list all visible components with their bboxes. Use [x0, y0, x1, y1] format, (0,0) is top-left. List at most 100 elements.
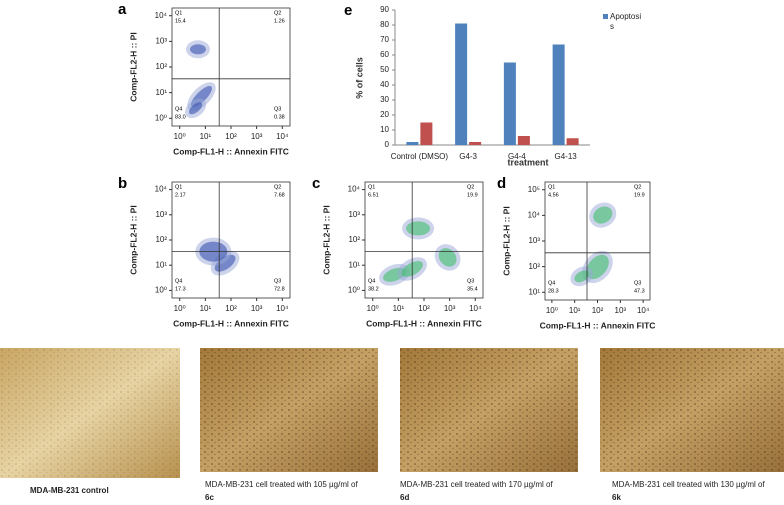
y-tick-label: 10¹: [155, 260, 167, 269]
y-tick-label: 10⁵: [528, 185, 540, 194]
bar: [566, 138, 579, 145]
x-tick-label: 10³: [251, 132, 263, 141]
y-tick-label: 10³: [528, 236, 540, 245]
y-tick-label: 20: [380, 110, 389, 119]
bar: [420, 122, 433, 145]
x-tick-label: 10⁰: [174, 132, 186, 141]
micrograph-texture: [600, 348, 784, 472]
quadrant-value: 4.56: [548, 192, 559, 198]
y-tick-label: 10³: [155, 210, 167, 219]
caption: MDA-MB-231 cell treated with 130 µg/ml o…: [612, 478, 765, 504]
x-axis-label: Comp-FL1-H :: Annexin FITC: [540, 320, 656, 330]
y-tick-label: 10³: [155, 36, 167, 45]
y-axis-label: Comp-FL2-H :: PI: [321, 205, 331, 274]
y-tick-label: 10⁰: [155, 286, 167, 295]
y-tick-label: 10²: [155, 62, 167, 71]
x-tick-label: 10¹: [200, 304, 212, 313]
quadrant-name: Q3: [634, 280, 641, 286]
quadrant-name: Q1: [175, 184, 182, 190]
x-tick-label: Control (DMSO): [391, 152, 449, 161]
x-tick-label: 10⁰: [546, 306, 558, 315]
quadrant-value: 15.4: [175, 18, 186, 24]
quadrant-value: 28.3: [548, 288, 559, 294]
caption-text: MDA-MB-231 cell treated with 105 µg/ml o…: [205, 480, 358, 489]
x-tick-label: 10³: [251, 304, 263, 313]
quadrant-name: Q2: [274, 10, 281, 16]
quadrant-value: 1.26: [274, 18, 285, 24]
x-tick-label: 10¹: [569, 306, 581, 315]
y-tick-label: 70: [380, 35, 389, 44]
y-tick-label: 50: [380, 65, 389, 74]
caption: MDA-MB-231 cell treated with 170 µg/ml o…: [400, 478, 553, 504]
quadrant-value: 6.51: [368, 192, 379, 198]
y-tick-label: 10¹: [528, 287, 540, 296]
caption-text: MDA-MB-231 cell treated with 130 µg/ml o…: [612, 480, 765, 489]
quadrant-value: 17.3: [175, 286, 186, 292]
y-axis-label: % of cells: [354, 57, 364, 99]
quadrant-value: 38.2: [368, 286, 379, 292]
caption-text: MDA-MB-231 cell treated with 170 µg/ml o…: [400, 480, 553, 489]
event-density: [593, 206, 613, 224]
y-tick-label: 90: [380, 5, 389, 14]
x-tick-label: 10⁰: [174, 304, 186, 313]
micrograph-images: [0, 348, 784, 478]
caption: MDA-MB-231 control: [30, 486, 109, 495]
micrograph-texture: [0, 348, 180, 478]
compound: 6k: [612, 493, 621, 502]
micrograph-texture: [200, 348, 378, 472]
quadrant-name: Q2: [467, 184, 474, 190]
y-tick-label: 10⁴: [155, 11, 168, 20]
x-tick-label: 10³: [615, 306, 627, 315]
quadrant-name: Q4: [175, 278, 182, 284]
micrograph-texture: [400, 348, 578, 472]
plot-frame: [171, 181, 291, 299]
y-tick-label: 80: [380, 20, 389, 29]
legend-label: Apoptosis: [610, 12, 642, 31]
y-axis-label: Comp-FL2-H :: PI: [128, 32, 138, 101]
x-axis-label: Comp-FL1-H :: Annexin FITC: [173, 318, 289, 328]
y-tick-label: 40: [380, 80, 389, 89]
x-tick-label: G4-13: [555, 152, 578, 161]
quadrant-value: 0.38: [274, 114, 285, 120]
bar: [406, 142, 419, 145]
x-tick-label: 10²: [225, 132, 237, 141]
y-axis-label: Comp-FL2-H :: PI: [501, 206, 511, 275]
quadrant-name: Q2: [634, 184, 641, 190]
x-axis-label: Comp-FL1-H :: Annexin FITC: [366, 318, 482, 328]
event-density: [438, 248, 457, 267]
quadrant-name: Q4: [368, 278, 375, 284]
compound: 6d: [400, 493, 410, 502]
bar: [552, 44, 565, 145]
y-tick-label: 10²: [348, 235, 360, 244]
y-tick-label: 10¹: [348, 260, 360, 269]
x-tick-label: 10¹: [393, 304, 405, 313]
x-axis-label: treatment: [507, 157, 548, 167]
x-tick-label: 10⁴: [469, 304, 482, 313]
quadrant-name: Q2: [274, 184, 281, 190]
panel-letter: c: [312, 175, 320, 192]
x-tick-label: G4-4: [508, 152, 526, 161]
x-tick-label: 10²: [418, 304, 430, 313]
x-tick-label: 10⁴: [276, 132, 289, 141]
caption: MDA-MB-231 cell treated with 105 µg/ml o…: [205, 478, 358, 504]
panel-letter: b: [118, 175, 127, 192]
quadrant-value: 7.68: [274, 192, 285, 198]
quadrant-value: 2.17: [175, 192, 186, 198]
event-density: [406, 221, 431, 236]
y-tick-label: 0: [385, 140, 390, 149]
y-tick-label: 10⁴: [155, 185, 168, 194]
y-tick-label: 10: [380, 125, 389, 134]
event-density: [188, 102, 203, 115]
bar: [469, 142, 482, 145]
x-tick-label: 10¹: [200, 132, 212, 141]
y-tick-label: 30: [380, 95, 389, 104]
event-density: [189, 44, 206, 55]
x-tick-label: 10²: [225, 304, 237, 313]
bar: [455, 23, 468, 145]
bar: [517, 136, 530, 145]
quadrant-name: Q3: [274, 278, 281, 284]
y-tick-label: 10⁴: [528, 210, 541, 219]
x-tick-label: G4-3: [459, 152, 477, 161]
quadrant-value: 19.9: [634, 192, 645, 198]
